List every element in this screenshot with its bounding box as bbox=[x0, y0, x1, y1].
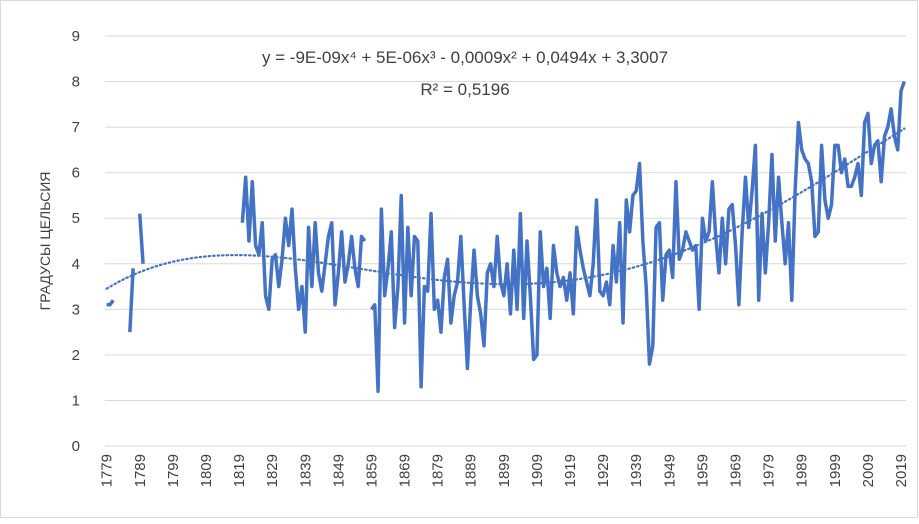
x-tick-label: 1799 bbox=[165, 454, 182, 487]
y-tick-label: 2 bbox=[72, 347, 80, 364]
trend-equation: y = -9E-09x⁴ + 5E-06x³ - 0,0009x² + 0,04… bbox=[262, 48, 668, 67]
x-tick-label: 1849 bbox=[330, 454, 347, 487]
data-line bbox=[106, 80, 906, 394]
x-tick-label: 1819 bbox=[231, 454, 248, 487]
x-tick-label: 1809 bbox=[198, 454, 215, 487]
y-tick-label: 7 bbox=[72, 119, 80, 136]
x-tick-label: 1979 bbox=[761, 454, 778, 487]
x-tick-label: 1869 bbox=[397, 454, 414, 487]
y-tick-label: 6 bbox=[72, 165, 80, 182]
x-tick-label: 1989 bbox=[794, 454, 811, 487]
x-tick-label: 2009 bbox=[860, 454, 877, 487]
x-tick-label: 1899 bbox=[496, 454, 513, 487]
x-tick-label: 1859 bbox=[363, 454, 380, 487]
x-tick-label: 1909 bbox=[529, 454, 546, 487]
y-tick-label: 1 bbox=[72, 392, 80, 409]
y-tick-label: 4 bbox=[72, 256, 80, 273]
y-tick-label: 5 bbox=[72, 210, 80, 227]
x-tick-label: 1829 bbox=[264, 454, 281, 487]
x-tick-label: 1929 bbox=[595, 454, 612, 487]
y-axis-label: ГРАДУСЫ ЦЕЛЬСИЯ bbox=[37, 172, 53, 311]
x-tick-label: 1789 bbox=[132, 454, 149, 487]
x-tick-label: 1919 bbox=[562, 454, 579, 487]
x-tick-label: 1779 bbox=[99, 454, 116, 487]
y-tick-label: 9 bbox=[72, 28, 80, 45]
x-tick-label: 1969 bbox=[728, 454, 745, 487]
y-tick-label: 3 bbox=[72, 301, 80, 318]
x-tick-label: 1889 bbox=[463, 454, 480, 487]
x-tick-label: 1949 bbox=[661, 454, 678, 487]
x-tick-label: 2019 bbox=[893, 454, 910, 487]
x-tick-label: 1999 bbox=[827, 454, 844, 487]
y-tick-label: 0 bbox=[72, 438, 80, 455]
x-tick-label: 1959 bbox=[694, 454, 711, 487]
x-tick-label: 1879 bbox=[430, 454, 447, 487]
r-squared: R² = 0,5196 bbox=[420, 80, 509, 99]
x-tick-label: 1839 bbox=[297, 454, 314, 487]
y-tick-label: 8 bbox=[72, 74, 80, 91]
x-tick-label: 1939 bbox=[628, 454, 645, 487]
